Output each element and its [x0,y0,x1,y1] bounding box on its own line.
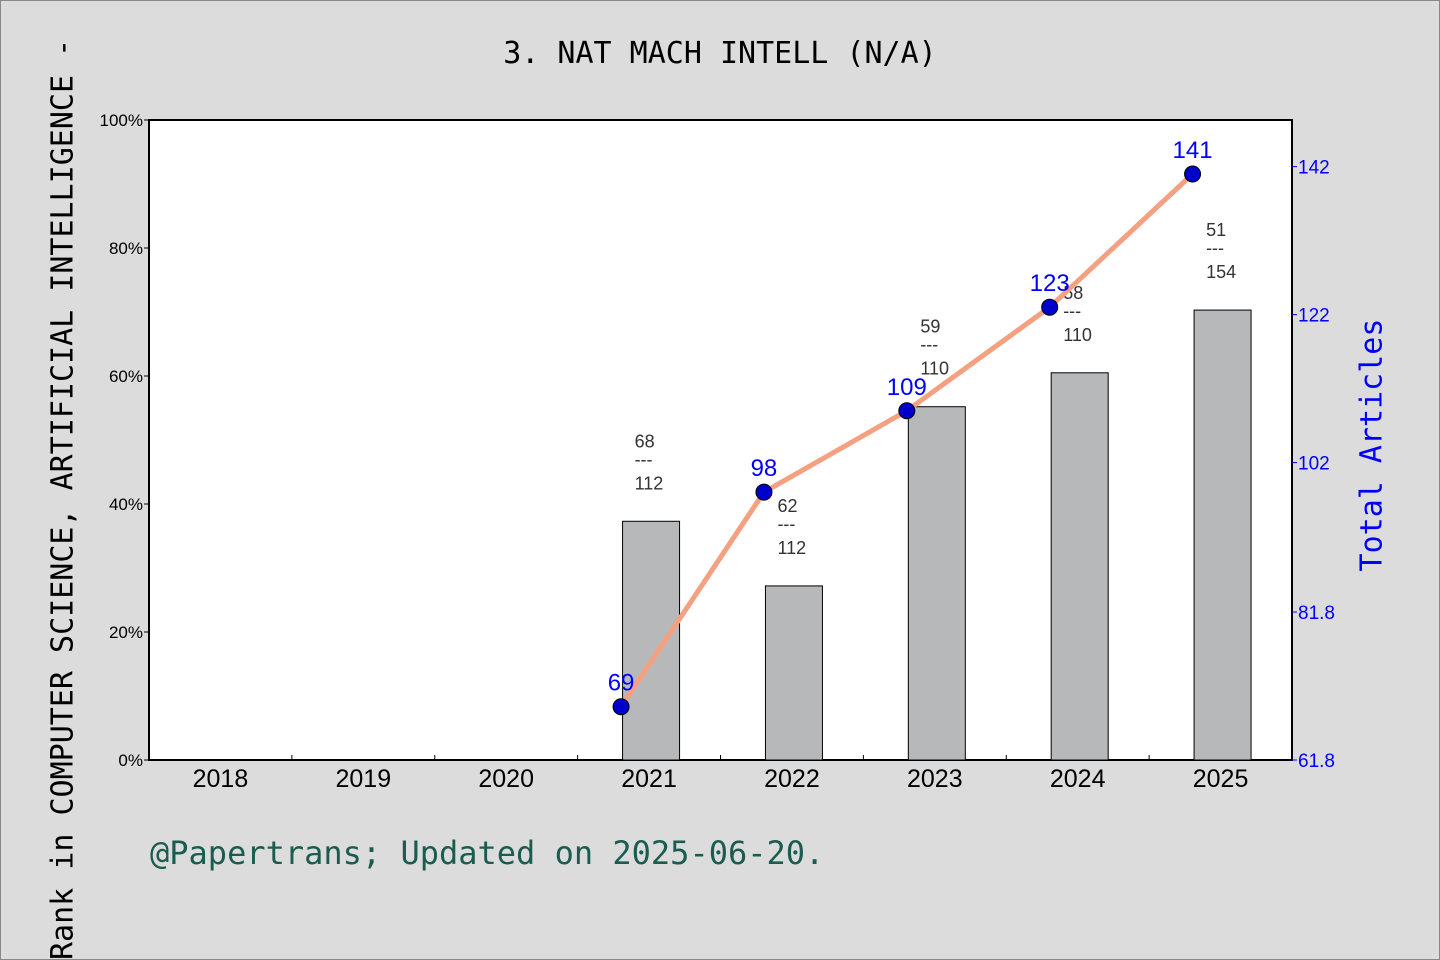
articles-marker [1184,165,1202,183]
articles-value-label: 123 [1030,270,1070,297]
bar [907,406,966,761]
articles-marker [612,698,630,716]
y-tick-label: 80% [109,239,143,258]
bar-label-denominator: 110 [1063,325,1092,345]
x-tick-label: 2025 [1193,765,1249,793]
articles-marker [898,402,916,420]
bar-label-denominator: 112 [777,538,806,558]
plot-background [148,119,1293,761]
bar [1193,309,1252,761]
y2-tick-label: 61.8 [1298,751,1335,772]
chart-title: 3. NAT MACH INTELL (N/A) [503,36,937,71]
y2-tick-label: 102 [1298,454,1330,475]
articles-value-label: 69 [608,670,635,697]
x-tick-label: 2022 [764,765,820,793]
x-tick-label: 2021 [621,765,677,793]
x-tick-label: 2023 [907,765,963,793]
articles-value-label: 98 [751,455,778,482]
x-tick-label: 2019 [336,765,392,793]
x-tick-label: 2018 [193,765,249,793]
x-tick-label: 2024 [1050,765,1106,793]
bar-label-divider: --- [777,514,795,534]
y-tick-label: 100% [100,111,143,130]
articles-marker [755,483,773,501]
bar-label-divider: --- [1063,301,1081,321]
footer-note: @Papertrans; Updated on 2025-06-20. [150,834,825,872]
bar-label-numerator: 59 [920,317,940,337]
bar-label-denominator: 110 [920,359,949,379]
bar-label-numerator: 51 [1206,220,1226,240]
bar [764,585,823,761]
bar-label-divider: --- [920,335,938,355]
y-tick-label: 40% [109,495,143,514]
bar [622,520,681,761]
y2-tick-label: 81.8 [1298,603,1335,624]
y2-tick-label: 122 [1298,306,1330,327]
y2-tick-label: 142 [1298,158,1330,179]
bar-label-numerator: 62 [777,496,797,516]
bar-label-divider: --- [635,449,653,469]
y-tick-label: 60% [109,367,143,386]
bar-label-denominator: 112 [635,473,664,493]
y-tick-label: 0% [118,751,143,770]
bar [1050,372,1109,761]
bar-label-divider: --- [1206,238,1224,258]
bar-label-denominator: 154 [1206,262,1236,282]
articles-value-label: 141 [1173,137,1213,164]
y-tick-label: 20% [109,623,143,642]
articles-marker [1041,298,1059,316]
x-tick-label: 2020 [478,765,534,793]
articles-value-label: 109 [887,374,927,401]
bar-label-numerator: 68 [635,431,655,451]
